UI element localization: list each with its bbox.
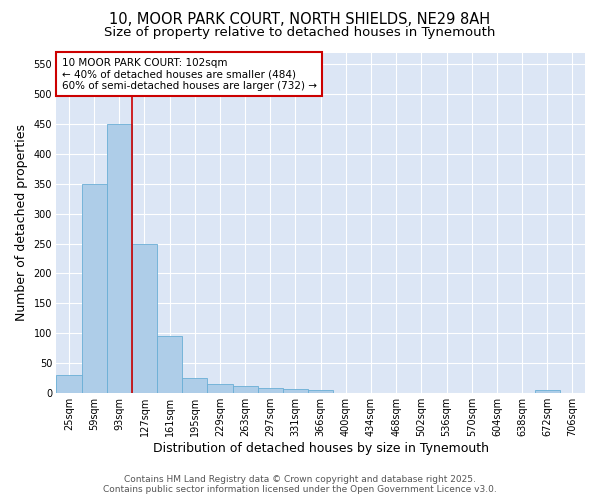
Bar (82, 184, 107, 393)
Bar (157, 336, 182, 393)
Bar (132, 244, 157, 393)
Bar (107, 124, 132, 393)
Bar (208, 384, 233, 393)
Text: 10 MOOR PARK COURT: 102sqm
← 40% of detached houses are smaller (484)
60% of sem: 10 MOOR PARK COURT: 102sqm ← 40% of deta… (62, 58, 317, 91)
Bar (233, 386, 258, 393)
Bar (283, 390, 308, 393)
Bar (258, 388, 283, 393)
Text: Size of property relative to detached houses in Tynemouth: Size of property relative to detached ho… (104, 26, 496, 39)
Text: Contains HM Land Registry data © Crown copyright and database right 2025.
Contai: Contains HM Land Registry data © Crown c… (103, 474, 497, 494)
Bar (308, 390, 333, 393)
Y-axis label: Number of detached properties: Number of detached properties (15, 124, 28, 321)
Bar (56, 375, 82, 393)
Bar (535, 390, 560, 393)
Text: 10, MOOR PARK COURT, NORTH SHIELDS, NE29 8AH: 10, MOOR PARK COURT, NORTH SHIELDS, NE29… (109, 12, 491, 28)
X-axis label: Distribution of detached houses by size in Tynemouth: Distribution of detached houses by size … (152, 442, 488, 455)
Bar (182, 378, 208, 393)
